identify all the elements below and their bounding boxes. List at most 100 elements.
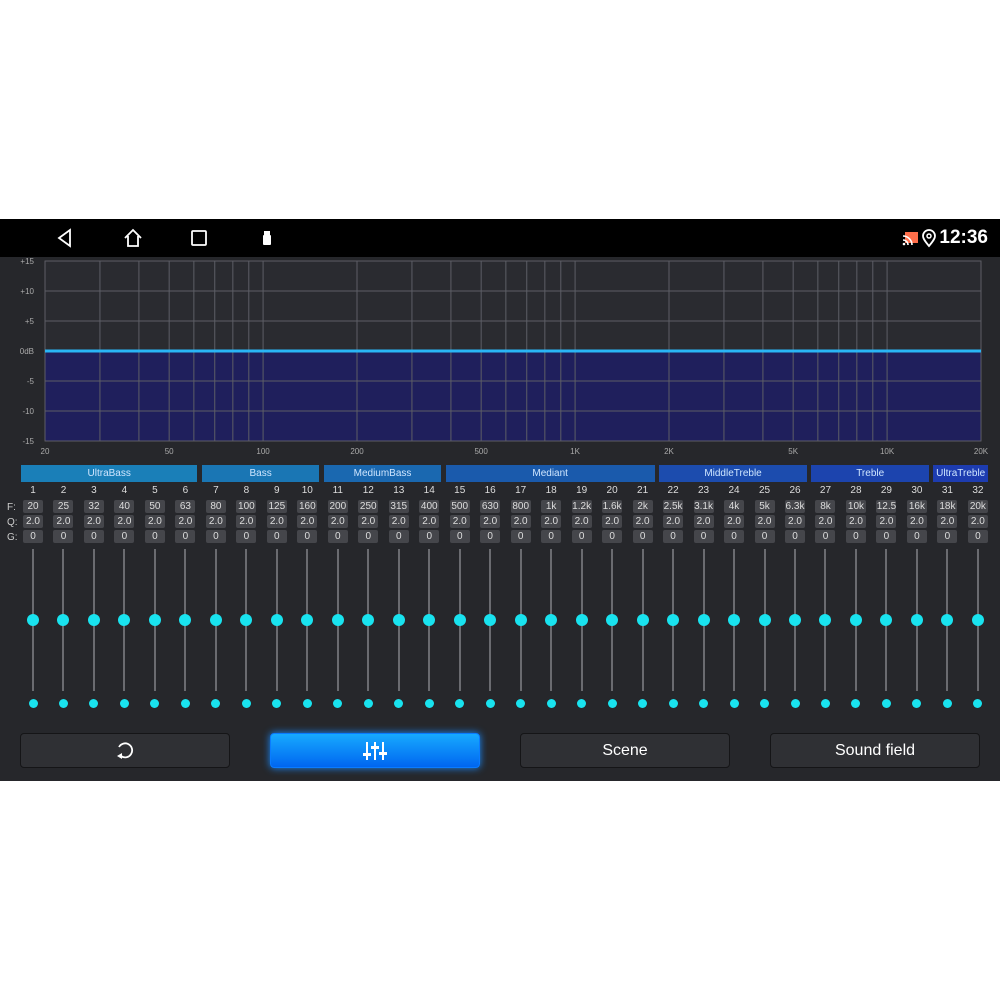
- gain-slider-knob[interactable]: [240, 614, 253, 626]
- gain-value[interactable]: 0: [83, 530, 104, 543]
- gain-slider-knob[interactable]: [789, 614, 801, 626]
- q-value[interactable]: 2.0: [23, 515, 43, 528]
- freq-value[interactable]: 2.5k: [663, 500, 684, 513]
- q-value[interactable]: 2.0: [144, 515, 165, 528]
- q-value[interactable]: 2.0: [571, 515, 592, 528]
- gain-value[interactable]: 0: [510, 530, 531, 543]
- gain-slider-knob[interactable]: [331, 614, 344, 626]
- channel-select-dot[interactable]: [942, 699, 952, 708]
- gain-value[interactable]: 0: [815, 530, 836, 543]
- gain-value[interactable]: 0: [724, 530, 745, 543]
- freq-value[interactable]: 20: [23, 500, 43, 513]
- gain-slider-knob[interactable]: [971, 614, 984, 626]
- gain-slider-knob[interactable]: [728, 614, 741, 626]
- gain-slider-knob[interactable]: [575, 614, 588, 626]
- freq-value[interactable]: 4k: [724, 500, 745, 513]
- gain-slider-knob[interactable]: [148, 614, 161, 626]
- q-value[interactable]: 2.0: [967, 515, 988, 528]
- gain-slider-knob[interactable]: [606, 614, 619, 626]
- gain-value[interactable]: 0: [967, 530, 988, 543]
- q-value[interactable]: 2.0: [480, 515, 501, 528]
- gain-value[interactable]: 0: [906, 530, 927, 543]
- gain-value[interactable]: 0: [602, 530, 623, 543]
- q-value[interactable]: 2.0: [388, 515, 409, 528]
- gain-slider-knob[interactable]: [209, 614, 222, 626]
- channel-select-dot[interactable]: [394, 699, 404, 708]
- reset-button[interactable]: [20, 733, 230, 768]
- freq-value[interactable]: 250: [358, 500, 379, 513]
- freq-value[interactable]: 1k: [541, 500, 562, 513]
- q-value[interactable]: 2.0: [449, 515, 470, 528]
- equalizer-button[interactable]: [270, 733, 480, 768]
- q-value[interactable]: 2.0: [419, 515, 440, 528]
- channel-select-dot[interactable]: [546, 699, 556, 708]
- recents-icon[interactable]: [188, 227, 210, 249]
- channel-select-dot[interactable]: [363, 699, 373, 708]
- channel-select-dot[interactable]: [485, 699, 495, 708]
- gain-value[interactable]: 0: [236, 530, 257, 543]
- gain-slider-knob[interactable]: [819, 614, 832, 626]
- freq-value[interactable]: 2k: [632, 500, 653, 513]
- q-value[interactable]: 2.0: [876, 515, 897, 528]
- gain-slider-knob[interactable]: [118, 614, 131, 626]
- gain-value[interactable]: 0: [144, 530, 165, 543]
- gain-slider-knob[interactable]: [667, 614, 680, 626]
- gain-value[interactable]: 0: [571, 530, 592, 543]
- channel-select-dot[interactable]: [150, 699, 160, 708]
- channel-select-dot[interactable]: [58, 699, 68, 708]
- home-icon[interactable]: [122, 227, 144, 249]
- gain-slider-knob[interactable]: [87, 614, 100, 626]
- gain-value[interactable]: 0: [876, 530, 897, 543]
- gain-value[interactable]: 0: [205, 530, 226, 543]
- freq-value[interactable]: 50: [144, 500, 165, 513]
- gain-value[interactable]: 0: [53, 530, 74, 543]
- q-value[interactable]: 2.0: [602, 515, 623, 528]
- gain-slider-knob[interactable]: [636, 614, 649, 626]
- gain-slider-knob[interactable]: [849, 614, 862, 626]
- channel-select-dot[interactable]: [790, 699, 800, 708]
- sound-field-button[interactable]: Sound field: [770, 733, 980, 768]
- channel-select-dot[interactable]: [516, 699, 526, 708]
- gain-value[interactable]: 0: [114, 530, 135, 543]
- channel-select-dot[interactable]: [89, 699, 99, 708]
- freq-value[interactable]: 5k: [754, 500, 775, 513]
- gain-value[interactable]: 0: [937, 530, 958, 543]
- q-value[interactable]: 2.0: [53, 515, 74, 528]
- q-value[interactable]: 2.0: [937, 515, 958, 528]
- gain-slider-knob[interactable]: [301, 614, 314, 626]
- q-value[interactable]: 2.0: [205, 515, 226, 528]
- q-value[interactable]: 2.0: [785, 515, 805, 528]
- channel-select-dot[interactable]: [28, 699, 38, 708]
- freq-value[interactable]: 315: [388, 500, 409, 513]
- freq-value[interactable]: 1.6k: [602, 500, 623, 513]
- channel-select-dot[interactable]: [241, 699, 251, 708]
- gain-value[interactable]: 0: [754, 530, 775, 543]
- q-value[interactable]: 2.0: [541, 515, 562, 528]
- channel-select-dot[interactable]: [302, 699, 312, 708]
- gain-value[interactable]: 0: [785, 530, 805, 543]
- channel-select-dot[interactable]: [211, 699, 221, 708]
- freq-value[interactable]: 12.5: [876, 500, 897, 513]
- gain-slider-knob[interactable]: [484, 614, 497, 626]
- gain-slider-knob[interactable]: [423, 614, 436, 626]
- channel-select-dot[interactable]: [272, 699, 282, 708]
- gain-slider-knob[interactable]: [697, 614, 710, 626]
- gain-value[interactable]: 0: [327, 530, 348, 543]
- gain-slider-knob[interactable]: [57, 614, 70, 626]
- q-value[interactable]: 2.0: [754, 515, 775, 528]
- gain-slider-knob[interactable]: [392, 614, 405, 626]
- q-value[interactable]: 2.0: [906, 515, 927, 528]
- freq-value[interactable]: 80: [205, 500, 226, 513]
- q-value[interactable]: 2.0: [845, 515, 866, 528]
- gain-slider-knob[interactable]: [514, 614, 527, 626]
- gain-value[interactable]: 0: [358, 530, 379, 543]
- freq-value[interactable]: 200: [327, 500, 348, 513]
- channel-select-dot[interactable]: [973, 699, 983, 708]
- freq-value[interactable]: 100: [236, 500, 257, 513]
- gain-value[interactable]: 0: [449, 530, 470, 543]
- channel-select-dot[interactable]: [119, 699, 129, 708]
- channel-select-dot[interactable]: [699, 699, 709, 708]
- channel-select-dot[interactable]: [577, 699, 587, 708]
- freq-value[interactable]: 18k: [937, 500, 958, 513]
- q-value[interactable]: 2.0: [297, 515, 318, 528]
